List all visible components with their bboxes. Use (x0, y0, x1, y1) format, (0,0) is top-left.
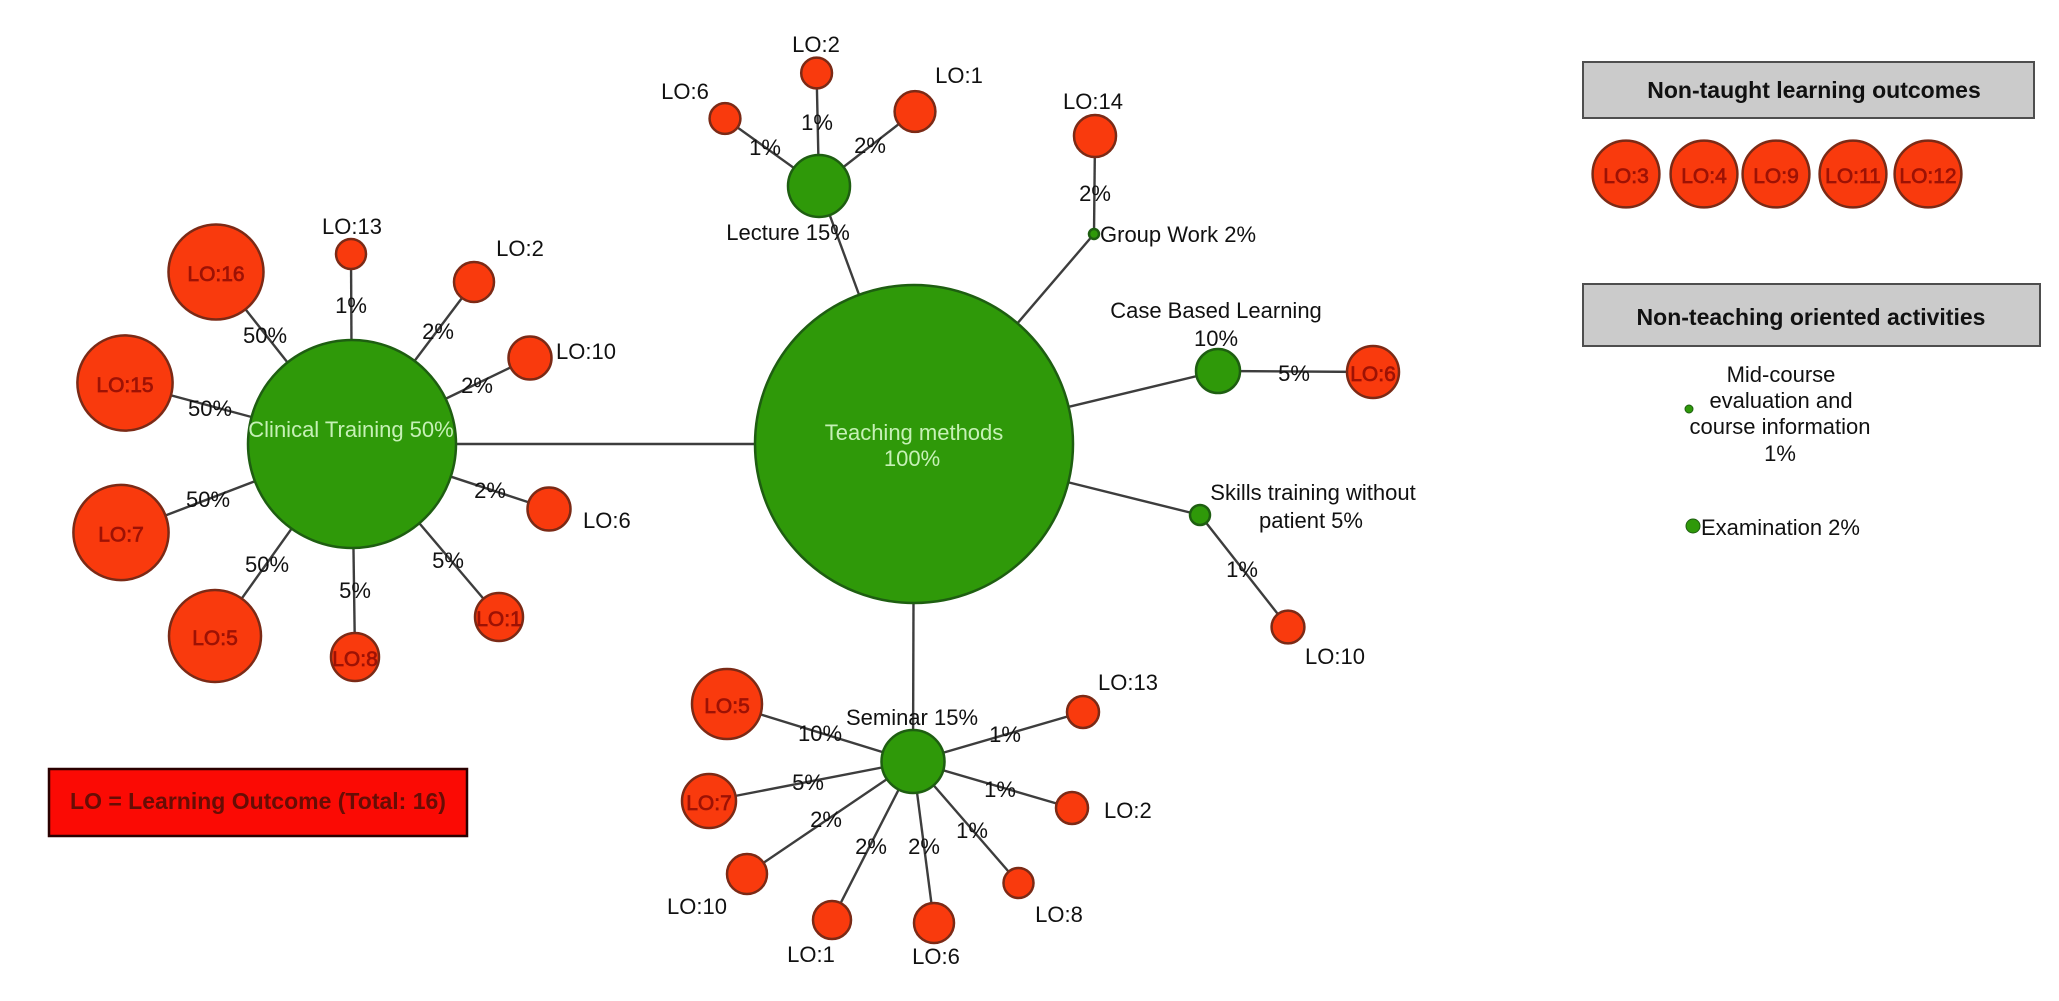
svg-text:evaluation and: evaluation and (1709, 388, 1852, 413)
svg-text:Non-teaching oriented activiti: Non-teaching oriented activities (1637, 304, 1986, 330)
svg-text:LO:11: LO:11 (1825, 165, 1881, 188)
svg-text:LO:1: LO:1 (935, 63, 983, 88)
svg-text:LO:6: LO:6 (1350, 363, 1396, 386)
svg-text:LO:2: LO:2 (1104, 798, 1152, 823)
svg-text:LO:7: LO:7 (686, 792, 732, 815)
svg-text:LO:5: LO:5 (704, 695, 750, 718)
svg-text:LO:8: LO:8 (332, 648, 378, 671)
svg-text:10%: 10% (1194, 326, 1238, 351)
svg-text:LO:5: LO:5 (192, 627, 238, 650)
svg-text:Examination 2%: Examination 2% (1701, 515, 1860, 540)
svg-text:LO:14: LO:14 (1063, 89, 1123, 114)
svg-text:LO:1: LO:1 (787, 942, 835, 967)
svg-text:LO:7: LO:7 (98, 524, 144, 547)
svg-text:LO:1: LO:1 (476, 608, 522, 631)
svg-text:1%: 1% (956, 818, 988, 843)
svg-text:LO:3: LO:3 (1603, 165, 1649, 188)
svg-text:2%: 2% (855, 834, 887, 859)
svg-text:LO:8: LO:8 (1035, 902, 1083, 927)
svg-text:50%: 50% (186, 487, 230, 512)
svg-text:2%: 2% (474, 478, 506, 503)
svg-text:2%: 2% (908, 834, 940, 859)
svg-text:LO:13: LO:13 (1098, 670, 1158, 695)
svg-text:Teaching methods: Teaching methods (825, 420, 1004, 445)
svg-text:LO:6: LO:6 (661, 79, 709, 104)
svg-text:5%: 5% (1278, 361, 1310, 386)
svg-text:Seminar 15%: Seminar 15% (846, 705, 978, 730)
svg-text:LO:13: LO:13 (322, 214, 382, 239)
svg-text:5%: 5% (432, 548, 464, 573)
svg-text:LO:4: LO:4 (1681, 165, 1727, 188)
svg-text:LO:12: LO:12 (1899, 165, 1956, 188)
svg-text:1%: 1% (335, 293, 367, 318)
svg-text:LO = Learning Outcome (Total:: LO = Learning Outcome (Total: 16) (70, 788, 446, 814)
svg-text:Mid-course: Mid-course (1727, 362, 1836, 387)
svg-text:1%: 1% (1764, 441, 1796, 466)
svg-text:LO:2: LO:2 (792, 32, 840, 57)
svg-text:1%: 1% (1226, 557, 1258, 582)
svg-text:patient 5%: patient 5% (1259, 508, 1363, 533)
svg-text:Lecture 15%: Lecture 15% (726, 220, 850, 245)
svg-text:1%: 1% (749, 135, 781, 160)
svg-text:5%: 5% (339, 578, 371, 603)
svg-text:LO:10: LO:10 (556, 339, 616, 364)
svg-text:Case Based Learning: Case Based Learning (1110, 298, 1322, 323)
svg-text:LO:6: LO:6 (583, 508, 631, 533)
svg-text:50%: 50% (188, 396, 232, 421)
svg-text:2%: 2% (461, 373, 493, 398)
svg-text:2%: 2% (854, 133, 886, 158)
svg-text:2%: 2% (1079, 181, 1111, 206)
svg-text:Clinical Training 50%: Clinical Training 50% (248, 417, 453, 442)
svg-text:50%: 50% (245, 552, 289, 577)
svg-text:2%: 2% (422, 319, 454, 344)
svg-text:Non-taught learning outcomes: Non-taught learning outcomes (1647, 77, 1981, 103)
svg-text:1%: 1% (801, 110, 833, 135)
svg-text:50%: 50% (243, 323, 287, 348)
svg-text:LO:15: LO:15 (96, 374, 153, 397)
svg-text:1%: 1% (989, 722, 1021, 747)
svg-text:5%: 5% (792, 770, 824, 795)
svg-text:LO:16: LO:16 (187, 263, 244, 286)
svg-text:10%: 10% (798, 721, 842, 746)
svg-text:LO:10: LO:10 (1305, 644, 1365, 669)
svg-text:LO:2: LO:2 (496, 236, 544, 261)
svg-text:LO:10: LO:10 (667, 894, 727, 919)
svg-text:course information: course information (1690, 414, 1871, 439)
svg-text:1%: 1% (984, 777, 1016, 802)
svg-text:100%: 100% (884, 446, 940, 471)
svg-text:Skills training without: Skills training without (1210, 480, 1415, 505)
svg-text:LO:6: LO:6 (912, 944, 960, 969)
svg-text:2%: 2% (810, 807, 842, 832)
svg-text:Group Work 2%: Group Work 2% (1100, 222, 1256, 247)
svg-text:LO:9: LO:9 (1753, 165, 1799, 188)
